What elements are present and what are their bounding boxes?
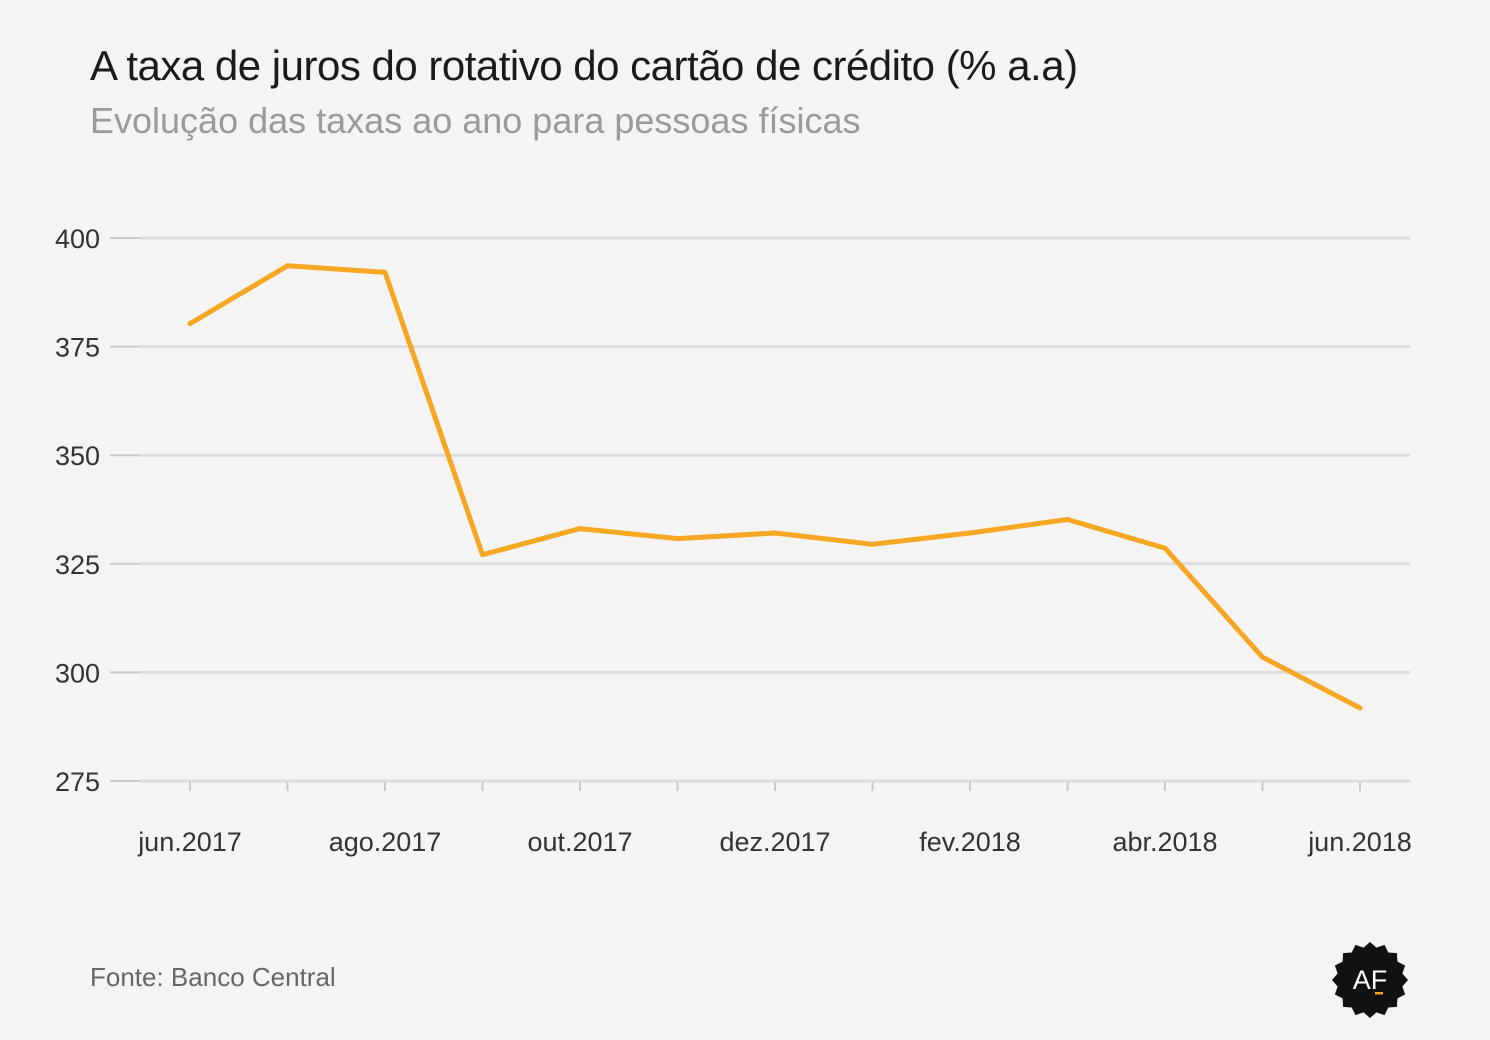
series-line-0 <box>188 263 1362 711</box>
data-point-mar.2018 <box>1065 516 1070 522</box>
chart-subtitle: Evolução das taxas ao ano para pessoas f… <box>90 100 861 141</box>
logo-accent-mark <box>1375 992 1383 995</box>
af-logo: AF <box>1332 942 1408 1018</box>
source-note: Fonte: Banco Central <box>90 962 336 992</box>
x-tick-label-jun.2017: jun.2017 <box>137 827 242 857</box>
y-tick-label-300: 300 <box>55 658 100 688</box>
y-tick-label-375: 375 <box>55 333 100 363</box>
y-tick-label-325: 325 <box>55 550 100 580</box>
data-point-jun.2017 <box>187 321 193 327</box>
y-tick-label-275: 275 <box>55 767 100 797</box>
data-point-abr.2018 <box>1162 545 1168 551</box>
y-axis-ticks: 275 300 325 350 375 400 <box>55 224 100 797</box>
logo-text: AF <box>1353 965 1388 995</box>
x-tick-label-fev.2018: fev.2018 <box>919 827 1021 857</box>
data-point-jul.2017 <box>285 263 290 269</box>
y-tick-label-400: 400 <box>55 224 100 254</box>
x-tick-label-abr.2018: abr.2018 <box>1112 827 1217 857</box>
y-tick-label-350: 350 <box>55 441 100 471</box>
data-point-out.2017 <box>577 526 583 532</box>
data-point-mai.2018 <box>1260 654 1265 660</box>
data-point-dez.2017 <box>772 530 778 536</box>
grid-lines <box>110 236 1410 783</box>
data-point-ago.2017 <box>382 269 388 275</box>
data-point-jan.2018 <box>870 541 875 547</box>
x-axis-ticks: jun.2017 ago.2017 out.2017 dez.2017 fev.2018… <box>137 782 1412 857</box>
logo-badge-shape <box>1332 942 1408 1018</box>
x-tick-label-dez.2017: dez.2017 <box>719 827 830 857</box>
x-tick-label-jun.2018: jun.2018 <box>1307 827 1412 857</box>
x-tick-label-ago.2017: ago.2017 <box>329 827 442 857</box>
data-point-jun.2018 <box>1357 705 1363 711</box>
x-tick-label-out.2017: out.2017 <box>527 827 632 857</box>
data-point-fev.2018 <box>967 530 973 536</box>
data-point-set.2017 <box>480 552 485 558</box>
chart-title: A taxa de juros do rotativo do cartão de… <box>90 42 1078 89</box>
series-line-layer <box>187 263 1363 711</box>
data-point-nov.2017 <box>675 536 680 542</box>
